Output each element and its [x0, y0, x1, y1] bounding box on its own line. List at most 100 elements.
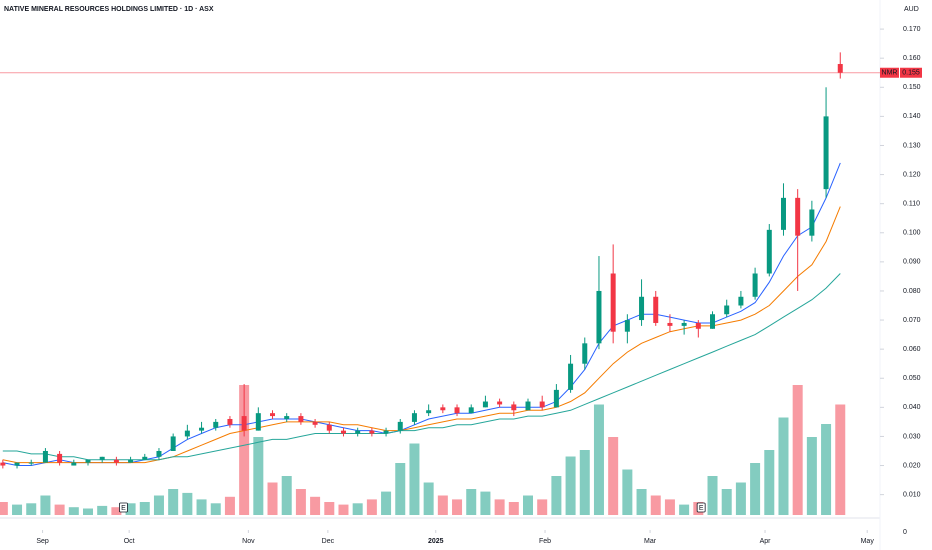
- x-tick-label: Nov: [242, 538, 255, 545]
- y-tick-label: 0.130: [903, 142, 921, 149]
- y-tick-label: 0.110: [903, 201, 920, 208]
- y-tick-label: 0.170: [903, 26, 921, 33]
- volume-bar: [579, 450, 590, 515]
- candle-body: [724, 305, 730, 315]
- candle-body: [71, 462, 77, 466]
- event-badge: [696, 502, 706, 513]
- volume-bar: [835, 404, 846, 515]
- candle-body: [57, 453, 63, 463]
- y-tick-label: 0.040: [903, 404, 921, 411]
- candle-body: [113, 459, 119, 463]
- candle-body: [624, 320, 630, 332]
- volume-bar: [0, 502, 8, 515]
- volume-bar: [338, 504, 349, 515]
- volume-bar: [508, 502, 519, 515]
- volume-bar: [139, 502, 150, 515]
- volume-layer: [0, 385, 846, 515]
- volume-bar: [40, 495, 51, 515]
- candle-body: [397, 421, 403, 431]
- candle-body: [99, 456, 105, 460]
- volume-bar: [125, 503, 136, 515]
- candle-body: [270, 413, 276, 417]
- candle-body: [85, 459, 91, 463]
- candle-body: [482, 401, 488, 408]
- volume-bar: [12, 504, 23, 515]
- volume-bar: [608, 437, 619, 515]
- candle-body: [766, 229, 772, 274]
- volume-bar: [381, 491, 392, 515]
- candle-body: [752, 273, 758, 297]
- candle-body: [596, 290, 602, 344]
- volume-bar: [466, 489, 477, 515]
- candle-body: [355, 430, 361, 434]
- volume-bar: [153, 495, 164, 515]
- candle-body: [426, 410, 432, 414]
- candle-body: [312, 421, 318, 425]
- symbol-tag: [880, 67, 899, 78]
- candle-body: [454, 407, 460, 414]
- volume-bar: [707, 476, 718, 515]
- y-tick-label: 0.010: [903, 491, 921, 498]
- candle-body: [383, 430, 389, 434]
- x-tick-label: Dec: [322, 538, 335, 545]
- chart-title: NATIVE MINERAL RESOURCES HOLDINGS LIMITE…: [4, 6, 214, 13]
- volume-bar: [366, 499, 377, 515]
- volume-bar: [295, 489, 306, 515]
- volume-bar: [409, 443, 420, 515]
- candle-body: [497, 401, 503, 405]
- candle-body: [28, 462, 34, 464]
- candle-body: [695, 322, 701, 329]
- event-badge-label: E: [121, 505, 126, 512]
- candle-body: [639, 296, 645, 321]
- volume-bar: [778, 417, 789, 515]
- volume-bar: [324, 502, 335, 515]
- volume-bar: [480, 491, 491, 515]
- candle-body: [199, 427, 205, 431]
- candle-body: [795, 197, 801, 236]
- volume-bar: [735, 482, 746, 515]
- volume-bar: [83, 508, 93, 515]
- candle-body: [653, 296, 659, 323]
- y-tick-label: 0.030: [903, 433, 921, 440]
- volume-bar: [111, 507, 122, 515]
- candle-body: [0, 462, 6, 466]
- volume-bar: [97, 505, 108, 515]
- volume-bar: [551, 476, 562, 515]
- volume-bar: [452, 499, 463, 515]
- candle-body: [809, 209, 815, 236]
- candle-body: [610, 273, 616, 332]
- x-tick-label: Sep: [36, 538, 49, 545]
- candle-body: [284, 416, 290, 419]
- volume-bar: [593, 404, 604, 515]
- x-tick-label: Feb: [539, 538, 551, 545]
- volume-bar: [437, 495, 448, 515]
- volume-bar: [721, 489, 732, 515]
- volume-bar: [537, 499, 548, 515]
- y-tick-label: 0.150: [903, 84, 921, 91]
- candle-body: [823, 116, 829, 190]
- volume-bar: [423, 482, 434, 515]
- candle-body: [255, 413, 261, 431]
- volume-bar: [168, 489, 179, 515]
- volume-bar: [281, 476, 292, 515]
- candle-body: [14, 462, 20, 466]
- x-tick-label: Apr: [760, 538, 772, 545]
- volume-bar: [54, 504, 65, 515]
- y-tick-label: 0.140: [903, 113, 921, 120]
- candle-body: [525, 401, 531, 411]
- y-tick-label: 0.090: [903, 259, 921, 266]
- volume-bar: [750, 463, 761, 515]
- y-tick-label: 0.050: [903, 375, 921, 382]
- volume-bar: [210, 503, 221, 515]
- y-tick-label: 0.060: [903, 346, 921, 353]
- volume-bar: [395, 463, 406, 515]
- volume-bar: [664, 499, 675, 515]
- volume-bar: [196, 499, 207, 515]
- y-tick-label: 0.160: [903, 55, 921, 62]
- x-tick-label: Mar: [644, 538, 657, 545]
- candle-body: [170, 436, 176, 451]
- candle-body: [511, 404, 517, 411]
- event-badge-label: E: [699, 505, 704, 512]
- x-tick-label: Oct: [124, 538, 135, 545]
- candle-body: [142, 456, 148, 460]
